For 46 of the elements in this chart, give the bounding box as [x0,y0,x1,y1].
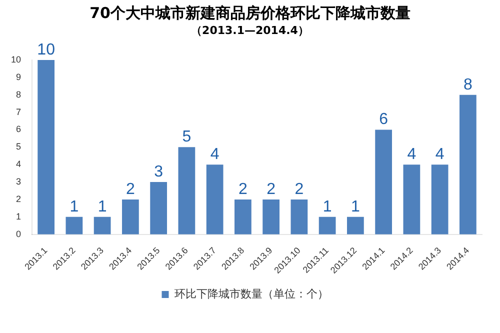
bar [347,216,364,234]
y-tick-label: 5 [16,142,22,152]
y-tick-label: 6 [16,124,22,134]
chart-subtitle: （2013.1—2014.4） [190,23,310,38]
data-label: 4 [435,146,444,164]
data-label: 5 [182,128,192,146]
bar [234,199,252,234]
y-tick-label: 4 [16,159,22,170]
data-label: 1 [70,198,79,216]
bar [262,199,280,234]
data-label: 2 [126,180,135,198]
data-label: 4 [210,146,220,164]
chart-title: 70个大中城市新建商品房价格环比下降城市数量 [88,4,412,23]
data-label: 1 [322,198,332,216]
legend-label: 环比下降城市数量（单位：个） [174,287,328,300]
y-tick-label: 7 [16,106,22,117]
data-label: 3 [154,163,164,180]
bar [318,216,336,234]
data-label: 6 [379,111,388,128]
y-tick-label: 9 [16,72,22,82]
data-label: 1 [98,198,107,216]
data-label: 1 [350,198,360,216]
bar [403,164,420,234]
y-tick-label: 8 [16,89,22,100]
y-tick-label: 2 [16,194,22,204]
y-tick-label: 10 [10,54,22,64]
bar [38,60,55,234]
bar [375,130,392,234]
bar [66,216,83,234]
bar [150,182,168,234]
data-label: 4 [407,146,416,164]
data-label: 8 [463,76,472,94]
data-label: 2 [238,180,248,198]
data-label: 2 [294,180,304,198]
bar [122,199,139,234]
bar [460,94,476,234]
y-tick-label: 3 [16,176,22,187]
bar [431,164,448,234]
y-tick-label: 1 [16,211,22,222]
bar [290,199,308,234]
bar [94,216,111,234]
data-label: 2 [266,180,276,198]
bar [206,164,224,234]
y-tick-label: 0 [16,228,22,239]
bar [178,147,196,234]
data-label: 10 [37,41,56,58]
